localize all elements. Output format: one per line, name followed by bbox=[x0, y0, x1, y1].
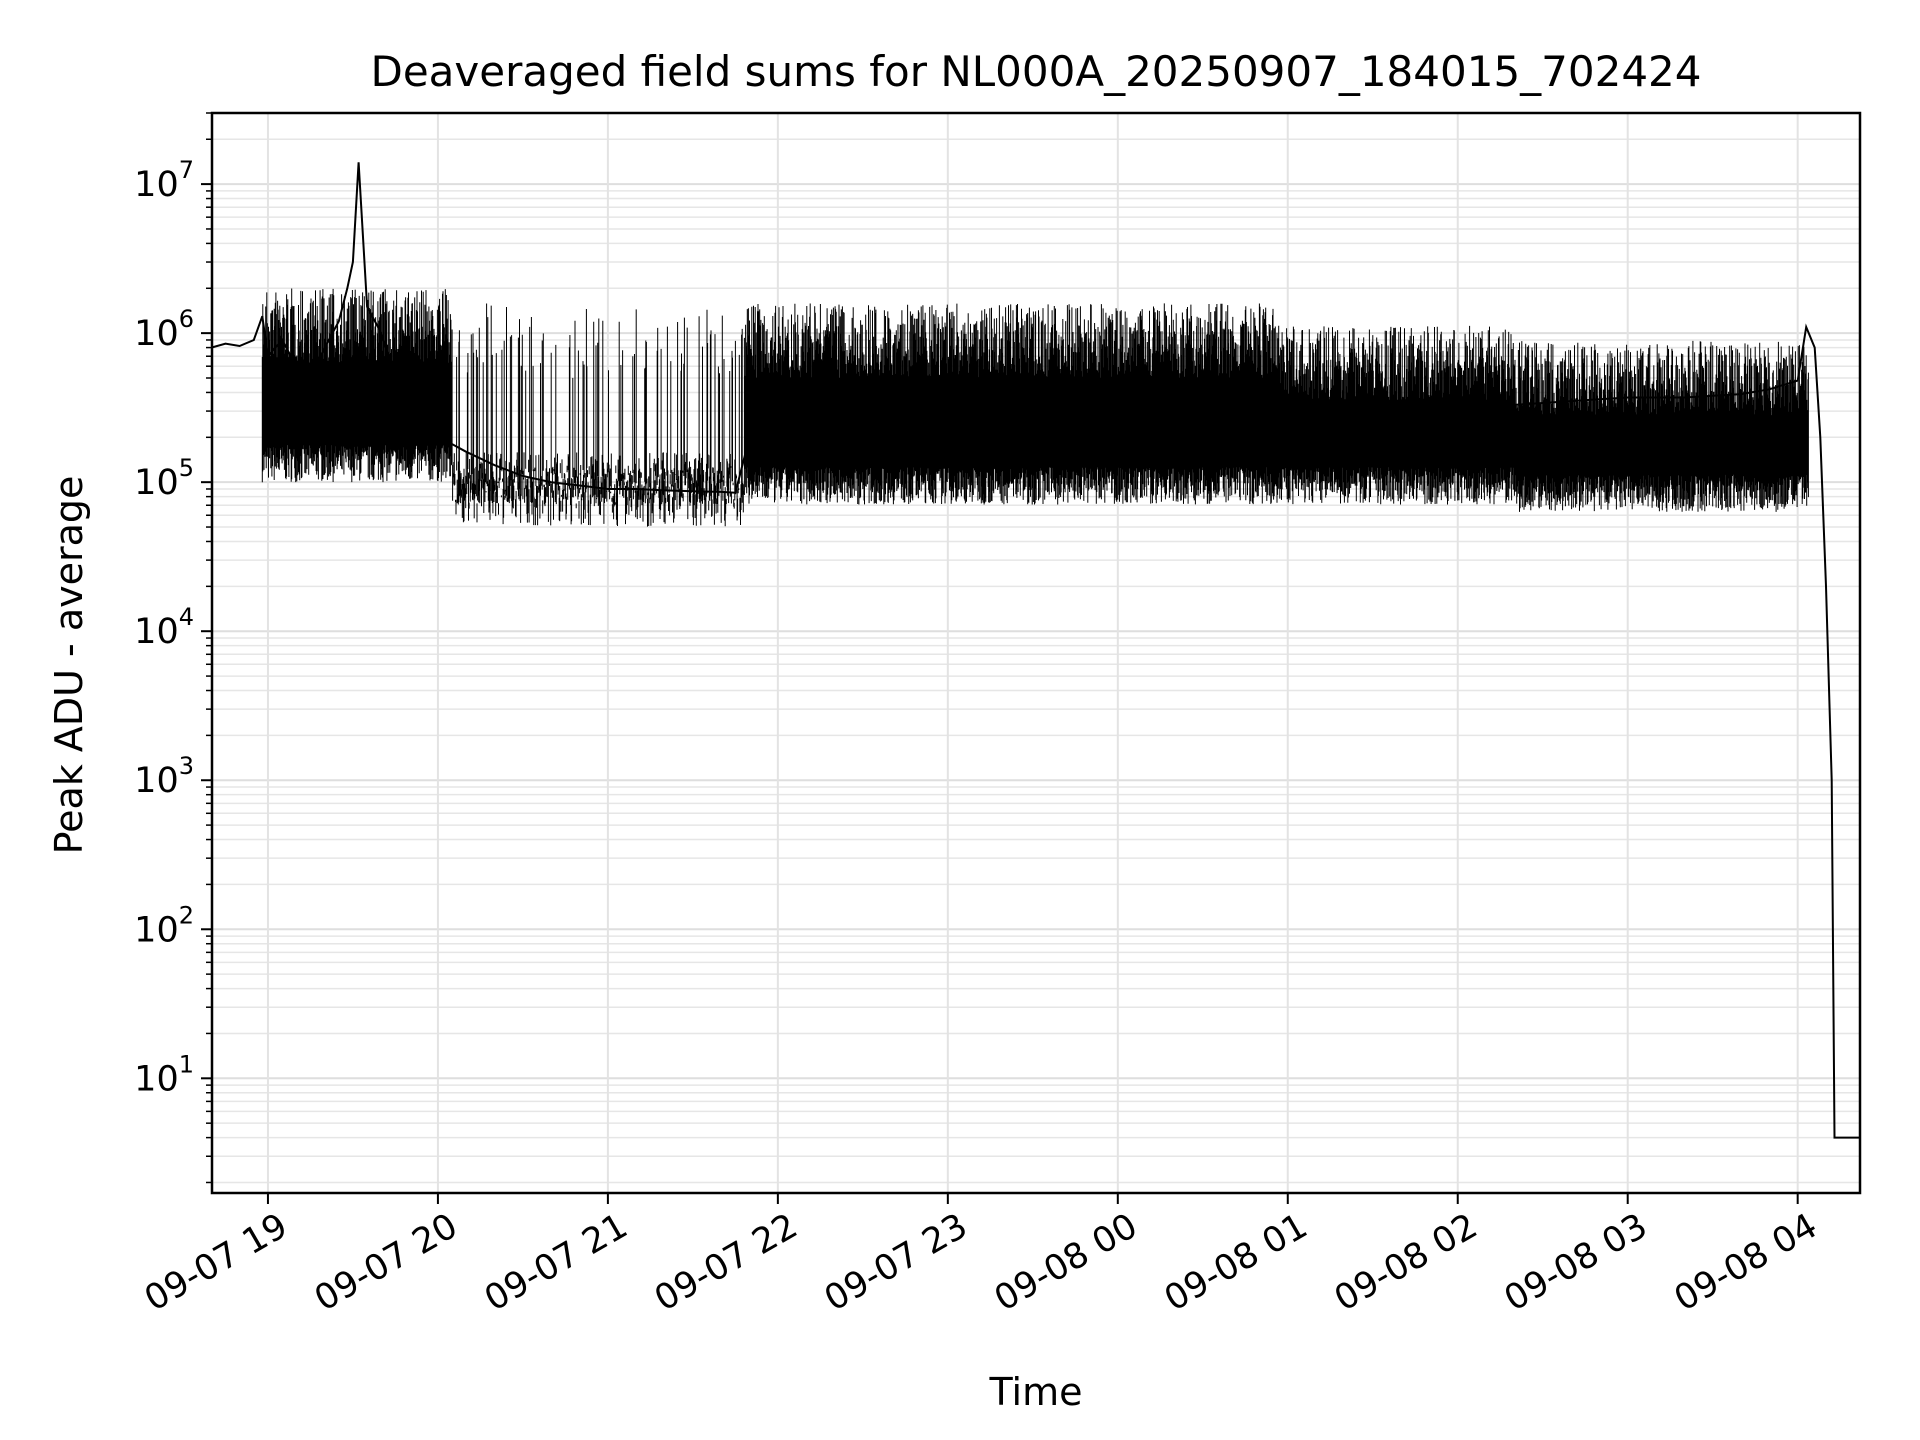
y-tick-label: 103 bbox=[134, 752, 194, 801]
y-tick-label: 107 bbox=[134, 156, 194, 205]
series-line bbox=[211, 162, 1860, 1139]
y-tick-label: 102 bbox=[134, 901, 194, 950]
y-tick-label: 104 bbox=[134, 603, 194, 652]
x-tick-label: 09-08 01 bbox=[1158, 1206, 1314, 1319]
grid bbox=[212, 112, 1860, 1193]
x-tick-label: 09-08 03 bbox=[1498, 1206, 1654, 1319]
y-tick-exponent: 7 bbox=[179, 156, 194, 184]
y-tick-exponent: 4 bbox=[179, 603, 194, 631]
y-tick-base: 10 bbox=[134, 612, 179, 652]
x-tick-label: 09-08 00 bbox=[988, 1206, 1144, 1319]
y-tick-exponent: 3 bbox=[179, 752, 194, 780]
chart-title: Deaveraged field sums for NL000A_2025090… bbox=[371, 47, 1702, 96]
x-axis: 09-07 19 09-07 20 09-07 21 09-07 22 09-07 23… bbox=[138, 1193, 1824, 1319]
y-tick-label: 106 bbox=[134, 305, 194, 354]
series-spikes bbox=[261, 288, 1809, 527]
y-tick-base: 10 bbox=[134, 1059, 179, 1099]
x-tick-label: 09-07 19 bbox=[138, 1206, 294, 1319]
y-tick-label: 105 bbox=[134, 454, 194, 503]
y-tick-exponent: 1 bbox=[179, 1050, 194, 1078]
y-tick-base: 10 bbox=[134, 463, 179, 503]
y-tick-base: 10 bbox=[134, 910, 179, 950]
y-tick-exponent: 2 bbox=[179, 901, 194, 929]
y-tick-exponent: 6 bbox=[179, 305, 194, 333]
x-tick-label: 09-07 21 bbox=[478, 1206, 634, 1319]
x-axis-label: Time bbox=[989, 1370, 1083, 1414]
series-oscillation bbox=[261, 288, 1809, 527]
x-tick-label: 09-08 02 bbox=[1328, 1206, 1484, 1319]
x-tick-label: 09-07 23 bbox=[818, 1206, 974, 1319]
axes-frame bbox=[210, 111, 1862, 1195]
y-tick-label: 101 bbox=[134, 1050, 194, 1099]
x-tick-label: 09-07 20 bbox=[308, 1206, 464, 1319]
y-tick-base: 10 bbox=[134, 761, 179, 801]
y-tick-base: 10 bbox=[134, 314, 179, 354]
y-tick-exponent: 5 bbox=[179, 454, 194, 482]
x-tick-label: 09-08 04 bbox=[1668, 1206, 1824, 1319]
series-layer bbox=[211, 162, 1860, 1139]
x-tick-label: 09-07 22 bbox=[648, 1206, 804, 1319]
y-tick-base: 10 bbox=[134, 165, 179, 205]
y-axis-label: Peak ADU - average bbox=[47, 476, 91, 855]
